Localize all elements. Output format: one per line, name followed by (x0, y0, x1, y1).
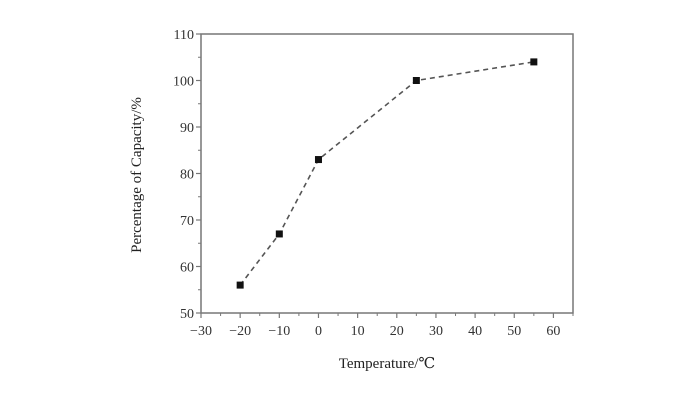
data-point-marker (314, 156, 322, 164)
x-axis-ticks: −30 −20 −10 0 10 20 30 40 50 60 (190, 313, 574, 339)
data-point-marker (236, 281, 244, 289)
x-axis-title: Temperature/℃ (339, 356, 436, 372)
y-tick-label: 50 (180, 307, 194, 322)
data-point-marker (412, 77, 420, 84)
x-tick-label: −10 (268, 324, 290, 339)
x-tick-label: −20 (229, 324, 251, 339)
x-tick-label: 20 (390, 324, 404, 339)
x-tick-label: 10 (351, 324, 365, 339)
data-point-marker (275, 230, 283, 238)
y-tick-label: 110 (174, 28, 194, 43)
y-axis-ticks: 50 60 70 80 90 100 110 (173, 28, 201, 322)
x-tick-label: −30 (190, 324, 212, 339)
data-markers (236, 58, 538, 289)
plot-frame (200, 33, 574, 314)
x-tick-label: 0 (315, 324, 322, 339)
y-tick-label: 80 (180, 168, 194, 183)
x-tick-label: 60 (546, 324, 560, 339)
y-tick-label: 100 (173, 75, 194, 90)
y-tick-label: 70 (180, 214, 194, 229)
data-point-marker (530, 58, 538, 66)
x-tick-label: 30 (429, 324, 443, 339)
y-tick-label: 60 (180, 261, 194, 276)
x-tick-label: 50 (507, 324, 521, 339)
data-line (239, 61, 534, 286)
x-tick-label: 40 (468, 324, 482, 339)
y-tick-label: 90 (180, 121, 194, 136)
y-axis-title: Percentage of Capacity/% (129, 97, 145, 253)
